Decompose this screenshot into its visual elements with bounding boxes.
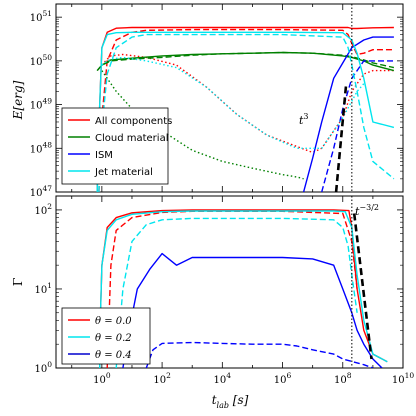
bottom-series-group: [99, 196, 388, 368]
y-tick-label: 100: [34, 360, 52, 375]
series-cloud-theta-02-dashed: [96, 51, 395, 72]
x-tick-label: 108: [334, 371, 352, 386]
top-legend: All components Cloud material ISM Jet ma…: [61, 107, 172, 185]
x-tick-label: 100: [93, 371, 111, 386]
legend-entry-jet: Jet material: [68, 167, 153, 178]
series-power-law-thick-dashed: [334, 83, 348, 192]
legend-entry-cloud: Cloud material: [68, 133, 168, 144]
x-tick-label: 1010: [392, 371, 415, 386]
series-jet-theta-02-dashed: [98, 33, 395, 192]
y-tick-label: 1047: [30, 184, 53, 199]
series-all-theta-02-dashed: [98, 28, 394, 192]
y-tick-label: 1050: [30, 53, 53, 68]
bottom-x-tick-labels: 100 102 104 106 108 1010: [93, 371, 414, 386]
series-power-law-thick-dashed: [352, 213, 373, 360]
bottom-legend: θ = 0.0 θ = 0.2 θ = 0.4: [61, 307, 151, 365]
legend-entry-theta-04: θ = 0.4: [68, 350, 132, 361]
t-32-annotation: t−3/2: [355, 203, 379, 218]
series-cloud-theta-00-solid: [96, 51, 395, 72]
series-jet-theta-04-dotted: [101, 56, 365, 150]
bottom-tick-marks: [56, 196, 404, 369]
legend-label-theta-0: θ = 0.0: [95, 316, 132, 327]
top-tick-marks: [56, 3, 404, 193]
y-tick-label: 101: [34, 281, 52, 296]
bottom-y-tick-labels: 100 101 102: [34, 202, 52, 375]
legend-entry-ism: ISM: [68, 150, 113, 161]
y-tick-label: 1051: [30, 9, 52, 24]
bottom-y-axis-label: Γ: [11, 278, 25, 286]
bottom-plot-frame: [55, 195, 404, 369]
legend-entry-all: All components: [68, 116, 172, 127]
series-jet-theta-00-solid: [99, 210, 388, 368]
x-tick-label: 104: [214, 371, 232, 386]
bottom-x-axis-label: tlab [s]: [212, 393, 249, 410]
series-ism-theta-00-solid: [302, 36, 394, 192]
y-tick-label: 1049: [30, 97, 53, 112]
series-ism-theta-02-dashed: [145, 341, 374, 368]
y-tick-label: 102: [34, 202, 52, 217]
t3-annotation: t3: [299, 112, 309, 127]
top-series-group: [96, 4, 395, 192]
series-ism-theta-00-solid: [122, 252, 383, 368]
legend-label-jet: Jet material: [94, 167, 153, 178]
y-tick-label: 1048: [30, 140, 53, 155]
legend-entry-theta-02: θ = 0.2: [68, 333, 132, 344]
bottom-panel: 100 101 102 100 102 104 106 108 1010 Γ tlab [s]…: [11, 195, 414, 410]
legend-label-ism: ISM: [95, 150, 113, 161]
series-jet-theta-00-solid: [96, 31, 395, 192]
top-y-tick-labels: 1047 1048 1049 1050 1051: [30, 9, 53, 199]
top-y-axis-label: E[erg]: [11, 80, 25, 120]
x-tick-label: 102: [153, 371, 171, 386]
series-cloud-theta-04-dotted: [101, 70, 304, 180]
series-all-theta-02-dashed: [106, 210, 358, 368]
legend-label-theta-02: θ = 0.2: [95, 333, 132, 344]
series-jet-theta-02-dashed: [115, 217, 358, 368]
top-plot-frame: [55, 3, 404, 193]
top-panel: 1047 1048 1049 1050 1051 E[erg] t3 All compo…: [11, 3, 404, 199]
legend-label-all: All components: [95, 116, 172, 127]
legend-entry-theta-0: θ = 0.0: [68, 316, 132, 327]
x-tick-label: 106: [274, 371, 292, 386]
legend-label-cloud: Cloud material: [95, 133, 168, 144]
legend-label-theta-04: θ = 0.4: [95, 350, 132, 361]
